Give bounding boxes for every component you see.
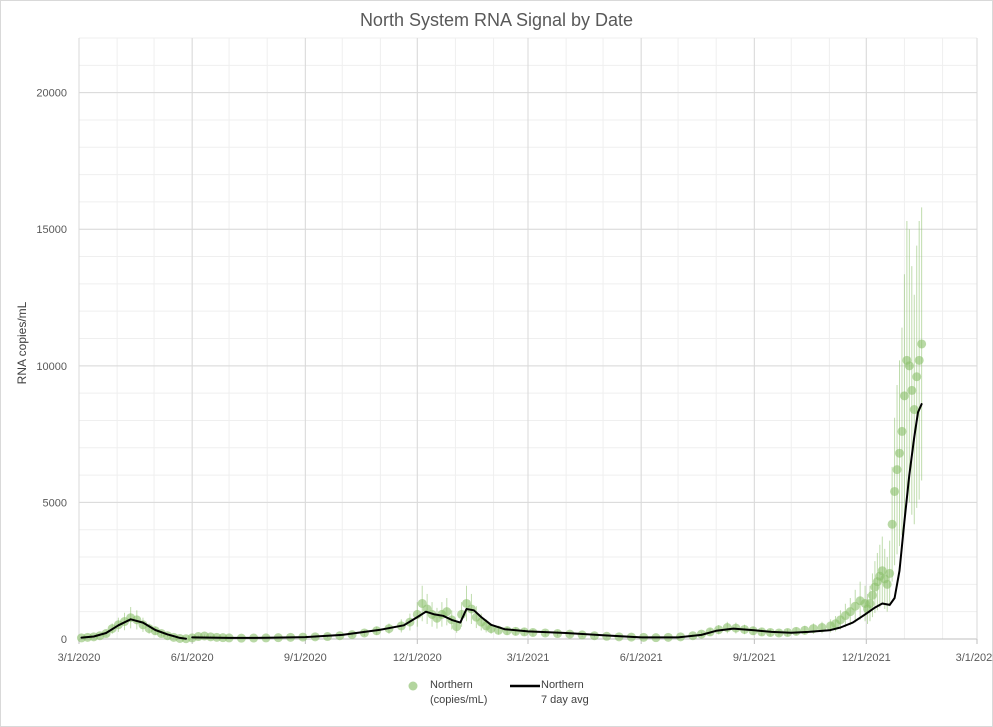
data-point [912, 372, 922, 382]
legend-scatter-marker [408, 681, 418, 691]
data-point [867, 590, 877, 600]
error-bars [80, 207, 923, 639]
y-axis-label: RNA copies/mL [15, 301, 29, 384]
legend-line-label-1: Northern [541, 679, 584, 691]
major-grid [78, 38, 978, 644]
data-point [917, 339, 927, 349]
data-point [800, 625, 810, 635]
y-tick-label: 20000 [36, 88, 67, 100]
data-point [895, 448, 905, 458]
x-tick-label: 6/1/2021 [620, 652, 663, 664]
x-tick-label: 6/1/2020 [171, 652, 214, 664]
y-tick-labels: 0 5000 10000 15000 20000 [36, 88, 67, 646]
x-tick-label: 3/1/2020 [58, 652, 101, 664]
y-tick-label: 15000 [36, 224, 67, 236]
x-tick-label: 3/1/2022 [956, 652, 993, 664]
data-point [890, 486, 900, 496]
data-point [904, 361, 914, 371]
chart-title: North System RNA Signal by Date [359, 10, 634, 30]
data-point [897, 426, 907, 436]
x-tick-label: 12/1/2021 [842, 652, 891, 664]
scatter-points [76, 339, 927, 644]
data-point [877, 566, 887, 576]
data-point [892, 465, 902, 475]
data-point [442, 607, 452, 617]
avg-line-segment [191, 403, 923, 639]
data-point [909, 405, 919, 415]
legend-scatter-label-1: Northern [430, 679, 473, 691]
legend-line-label-2: 7 day avg [541, 694, 589, 706]
data-point [914, 355, 924, 365]
data-point [452, 622, 462, 632]
data-point [899, 391, 909, 401]
data-point [791, 626, 801, 636]
data-point [887, 519, 897, 529]
legend-line-marker [510, 684, 540, 688]
x-tick-label: 9/1/2021 [733, 652, 776, 664]
avg-line-segment [80, 618, 187, 640]
x-tick-label: 9/1/2020 [284, 652, 327, 664]
data-point [907, 385, 917, 395]
data-point [882, 579, 892, 589]
avg-line [80, 403, 923, 640]
x-tick-label: 12/1/2020 [393, 652, 442, 664]
x-tick-label: 3/1/2021 [507, 652, 550, 664]
x-tick-labels: 3/1/2020 6/1/2020 9/1/2020 12/1/2020 3/1/202… [58, 652, 993, 664]
y-tick-label: 0 [61, 634, 67, 646]
data-point [865, 598, 875, 608]
data-point [885, 568, 895, 578]
y-tick-label: 5000 [43, 497, 67, 509]
data-point [502, 626, 512, 636]
data-point [589, 631, 599, 641]
legend-scatter-label-2: (copies/mL) [430, 694, 488, 706]
y-tick-label: 10000 [36, 361, 67, 373]
